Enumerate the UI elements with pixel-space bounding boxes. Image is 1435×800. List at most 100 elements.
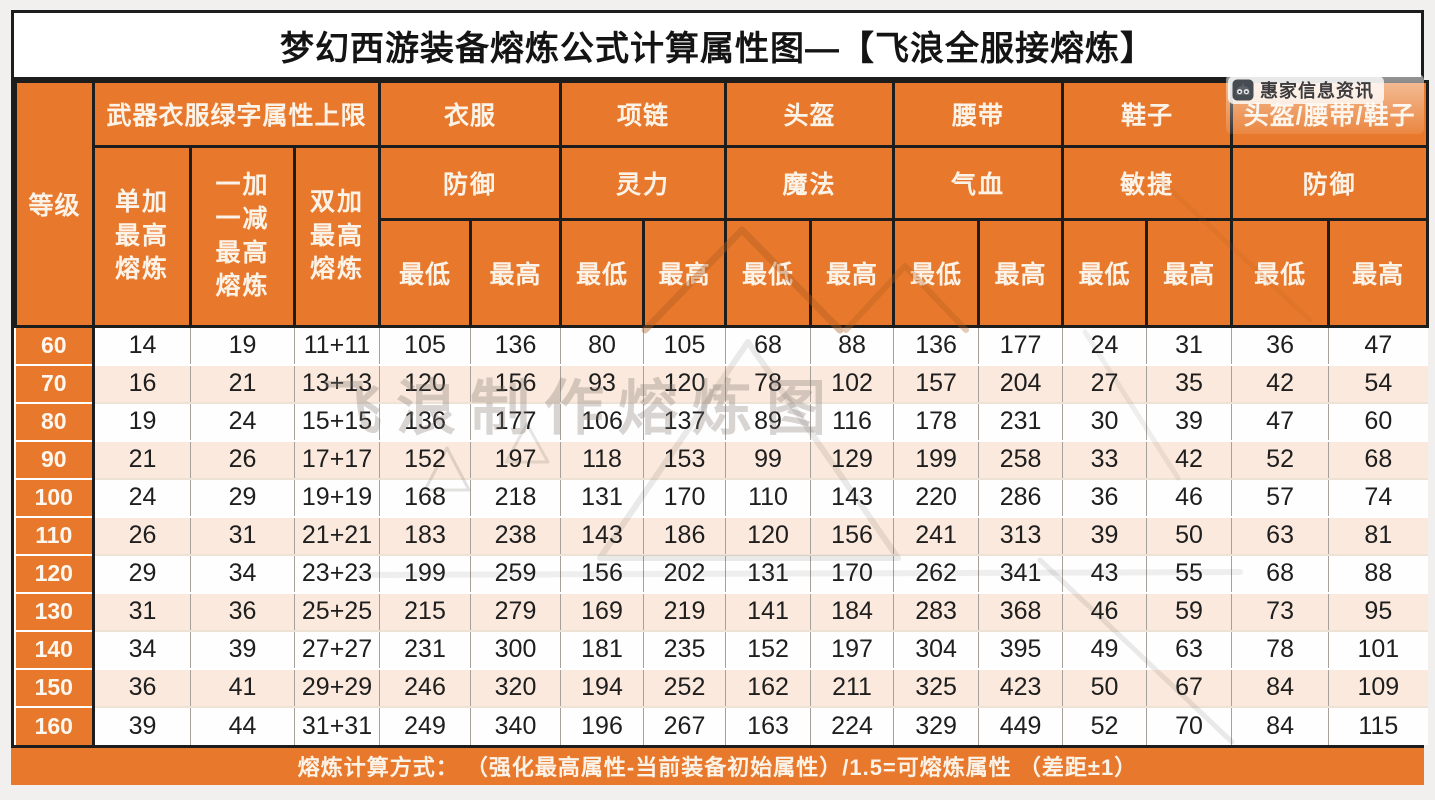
value-cell: 29+29 — [294, 667, 380, 707]
table-row: 140 34 39 27+27 231 300 181 235 152 197 304 395 49 63… — [15, 629, 1428, 669]
value-cell: 84 — [1231, 705, 1329, 745]
value-cell: 136 — [893, 326, 979, 365]
minmax-header: 最低 — [724, 218, 813, 328]
value-cell: 88 — [1328, 553, 1428, 593]
value-cell: 129 — [810, 439, 894, 479]
value-cell: 89 — [725, 401, 811, 441]
melt-table: 等级 武器衣服绿字属性上限 衣服 项链 头盔 腰带 鞋子 头盔/腰带/鞋子 单加… — [14, 80, 1430, 745]
value-cell: 163 — [725, 705, 811, 745]
value-cell: 202 — [643, 553, 726, 593]
value-cell: 220 — [893, 477, 979, 517]
value-cell: 183 — [379, 515, 471, 555]
value-cell: 95 — [1328, 591, 1428, 631]
group-header-helmet: 头盔 — [724, 80, 896, 148]
value-cell: 252 — [643, 667, 726, 707]
table-body: 60 14 19 11+11 105 136 80 105 68 88 136 177 24 31 36 47… — [15, 326, 1428, 745]
value-cell: 102 — [810, 363, 894, 403]
value-cell: 24 — [1062, 326, 1147, 365]
value-cell: 300 — [469, 629, 561, 669]
value-cell: 29 — [190, 477, 295, 517]
value-cell: 131 — [560, 477, 644, 517]
value-cell: 106 — [560, 401, 644, 441]
group-header-limits: 武器衣服绿字属性上限 — [92, 80, 381, 148]
value-cell: 267 — [643, 705, 726, 745]
value-cell: 57 — [1231, 477, 1329, 517]
value-cell: 157 — [893, 363, 979, 403]
value-cell: 34 — [93, 629, 191, 669]
value-cell: 81 — [1328, 515, 1428, 555]
level-cell: 80 — [15, 401, 95, 441]
level-cell: 160 — [15, 705, 95, 745]
page-title-text: 梦幻西游装备熔炼公式计算属性图—【飞浪全服接熔炼】 — [280, 29, 1155, 68]
level-cell: 110 — [15, 515, 95, 555]
level-cell: 70 — [15, 363, 95, 403]
value-cell: 395 — [978, 629, 1063, 669]
table-row: 60 14 19 11+11 105 136 80 105 68 88 136 177 24 31 36 47 — [15, 326, 1428, 365]
value-cell: 105 — [379, 326, 471, 365]
value-cell: 120 — [725, 515, 811, 555]
minmax-header: 最高 — [1327, 218, 1430, 328]
value-cell: 194 — [560, 667, 644, 707]
value-cell: 26 — [93, 515, 191, 555]
value-cell: 110 — [725, 477, 811, 517]
value-cell: 31 — [1146, 326, 1232, 365]
value-cell: 93 — [560, 363, 644, 403]
value-cell: 184 — [810, 591, 894, 631]
level-cell: 100 — [15, 477, 95, 517]
value-cell: 43 — [1062, 553, 1147, 593]
value-cell: 131 — [725, 553, 811, 593]
value-cell: 70 — [1146, 705, 1232, 745]
group-header-shoes: 鞋子 — [1061, 80, 1234, 148]
value-cell: 84 — [1231, 667, 1329, 707]
attr-header-defense-hbs: 防御 — [1230, 145, 1430, 221]
value-cell: 143 — [560, 515, 644, 555]
value-cell: 329 — [893, 705, 979, 745]
value-cell: 152 — [725, 629, 811, 669]
value-cell: 15+15 — [294, 401, 380, 441]
value-cell: 170 — [810, 553, 894, 593]
value-cell: 136 — [469, 326, 561, 365]
value-cell: 50 — [1062, 667, 1147, 707]
value-cell: 80 — [560, 326, 644, 365]
value-cell: 19+19 — [294, 477, 380, 517]
table-sheet: 梦幻西游装备熔炼公式计算属性图—【飞浪全服接熔炼】 等级 武器衣服绿字属性上限 … — [11, 10, 1430, 748]
minmax-header: 最低 — [378, 218, 472, 328]
value-cell: 279 — [469, 591, 561, 631]
value-cell: 231 — [379, 629, 471, 669]
sub-header-single-add: 单加 最高 熔炼 — [92, 145, 192, 328]
value-cell: 283 — [893, 591, 979, 631]
value-cell: 52 — [1231, 439, 1329, 479]
sub-header-double-add: 双加 最高 熔炼 — [293, 145, 381, 328]
value-cell: 238 — [469, 515, 561, 555]
value-cell: 47 — [1231, 401, 1329, 441]
attr-header-agility: 敏捷 — [1061, 145, 1234, 221]
value-cell: 55 — [1146, 553, 1232, 593]
value-cell: 47 — [1328, 326, 1428, 365]
value-cell: 39 — [93, 705, 191, 745]
value-cell: 235 — [643, 629, 726, 669]
value-cell: 218 — [469, 477, 561, 517]
value-cell: 11+11 — [294, 326, 380, 365]
value-cell: 24 — [93, 477, 191, 517]
value-cell: 249 — [379, 705, 471, 745]
value-cell: 36 — [93, 667, 191, 707]
value-cell: 118 — [560, 439, 644, 479]
table-header: 等级 武器衣服绿字属性上限 衣服 项链 头盔 腰带 鞋子 头盔/腰带/鞋子 单加… — [14, 80, 1430, 328]
value-cell: 197 — [810, 629, 894, 669]
value-cell: 24 — [190, 401, 295, 441]
value-cell: 199 — [893, 439, 979, 479]
value-cell: 31 — [190, 515, 295, 555]
group-header-clothes: 衣服 — [377, 80, 563, 148]
value-cell: 101 — [1328, 629, 1428, 669]
value-cell: 449 — [978, 705, 1063, 745]
level-cell: 120 — [15, 553, 95, 593]
value-cell: 286 — [978, 477, 1063, 517]
value-cell: 31+31 — [294, 705, 380, 745]
attr-header-defense-clothes: 防御 — [377, 145, 563, 221]
value-cell: 21 — [190, 363, 295, 403]
minmax-header: 最高 — [468, 218, 563, 328]
value-cell: 325 — [893, 667, 979, 707]
minmax-header: 最高 — [642, 218, 728, 328]
value-cell: 36 — [1062, 477, 1147, 517]
value-cell: 340 — [469, 705, 561, 745]
